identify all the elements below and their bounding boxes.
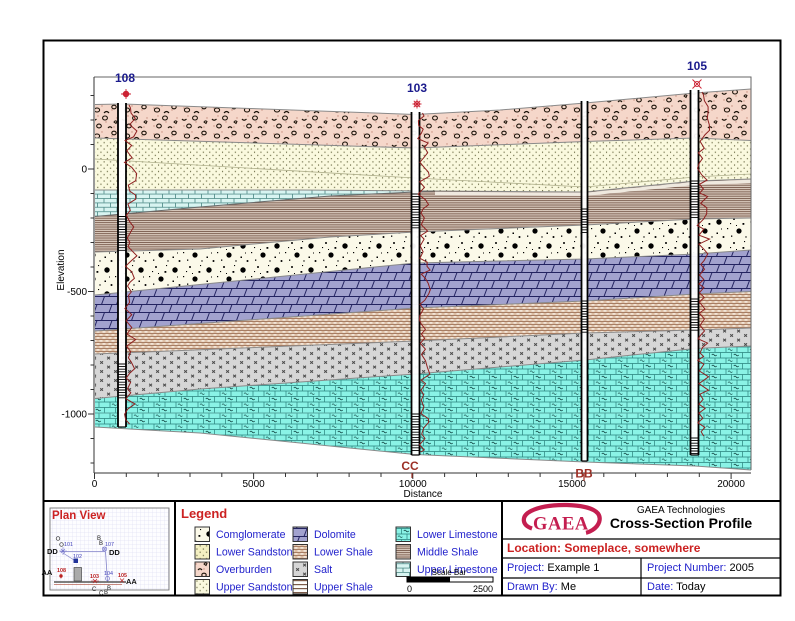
- svg-text:Location: Someplace, somewhere: Location: Someplace, somewhere: [507, 541, 701, 555]
- svg-text:B: B: [99, 541, 103, 547]
- svg-text:Middle Shale: Middle Shale: [417, 547, 478, 559]
- svg-text:101: 101: [64, 542, 73, 548]
- svg-text:Distance: Distance: [404, 489, 443, 500]
- svg-text:-500: -500: [67, 287, 87, 298]
- svg-text:C: C: [99, 591, 104, 597]
- svg-text:-1000: -1000: [61, 410, 87, 421]
- svg-text:105: 105: [687, 59, 707, 73]
- svg-text:108: 108: [57, 568, 66, 574]
- svg-text:B: B: [97, 536, 101, 542]
- svg-text:Upper Limestone: Upper Limestone: [417, 564, 498, 576]
- svg-text:Drawn By: Me: Drawn By: Me: [507, 581, 576, 593]
- svg-text:Scale Bar: Scale Bar: [432, 568, 467, 577]
- svg-text:Date: Today: Date: Today: [647, 581, 706, 593]
- svg-text:CC: CC: [401, 459, 419, 473]
- svg-text:DD: DD: [47, 547, 58, 556]
- svg-text:102: 102: [73, 554, 82, 560]
- svg-text:DD: DD: [109, 548, 120, 557]
- svg-text:107: 107: [105, 542, 114, 548]
- svg-text:10000: 10000: [399, 479, 427, 490]
- svg-text:103: 103: [407, 81, 427, 95]
- svg-text:Upper Shale: Upper Shale: [314, 582, 373, 594]
- svg-text:20000: 20000: [717, 479, 745, 490]
- svg-text:0: 0: [92, 479, 98, 490]
- svg-text:Lower Limestone: Lower Limestone: [417, 529, 498, 541]
- svg-text:Elevation: Elevation: [56, 249, 67, 290]
- svg-text:104: 104: [104, 571, 113, 577]
- svg-text:Project Number: 2005: Project Number: 2005: [647, 562, 754, 574]
- svg-text:Plan View: Plan View: [52, 510, 106, 522]
- svg-text:5000: 5000: [242, 479, 265, 490]
- svg-text:B: B: [104, 590, 108, 596]
- svg-text:Legend: Legend: [181, 506, 227, 521]
- svg-text:Salt: Salt: [314, 564, 332, 576]
- svg-text:Comglomerate: Comglomerate: [216, 529, 286, 541]
- svg-text:0: 0: [81, 165, 87, 176]
- svg-text:Lower Shale: Lower Shale: [314, 547, 373, 559]
- svg-text:AA: AA: [126, 577, 137, 586]
- svg-text:Cross-Section Profile: Cross-Section Profile: [610, 515, 753, 531]
- svg-text:2500: 2500: [473, 584, 493, 594]
- svg-text:105: 105: [118, 573, 127, 579]
- svg-text:Lower Sandstone: Lower Sandstone: [216, 547, 299, 559]
- svg-text:108: 108: [115, 71, 135, 85]
- svg-text:103: 103: [90, 574, 99, 580]
- svg-text:B: B: [107, 586, 111, 592]
- svg-text:C: C: [92, 587, 97, 593]
- svg-text:15000: 15000: [558, 479, 586, 490]
- svg-text:0: 0: [407, 584, 412, 594]
- svg-text:Overburden: Overburden: [216, 564, 272, 576]
- svg-text:AA: AA: [42, 568, 53, 577]
- svg-text:GAEA Technologies: GAEA Technologies: [637, 505, 725, 516]
- svg-text:GAEA: GAEA: [533, 515, 589, 535]
- svg-text:Dolomite: Dolomite: [314, 529, 356, 541]
- svg-text:Upper Sandstone: Upper Sandstone: [216, 582, 299, 594]
- svg-text:Project: Example 1: Project: Example 1: [507, 562, 599, 574]
